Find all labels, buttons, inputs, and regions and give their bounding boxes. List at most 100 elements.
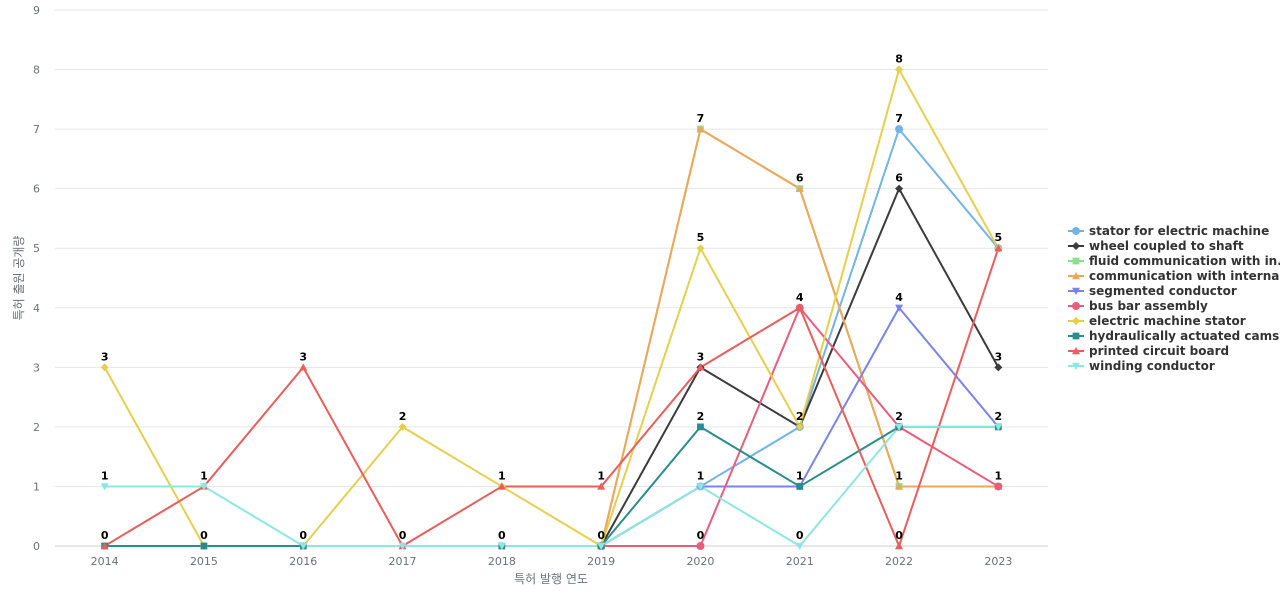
data-label: 1 [101, 469, 109, 482]
legend-label: printed circuit board [1089, 344, 1229, 358]
data-label: 1 [895, 469, 903, 482]
series-line [104, 425, 999, 547]
legend-label: stator for electric machine [1089, 224, 1269, 238]
data-point [895, 542, 904, 550]
data-point [100, 542, 109, 550]
data-label: 5 [995, 231, 1003, 244]
data-point [299, 363, 308, 371]
data-label: 3 [299, 350, 307, 363]
legend-label: communication with internal... [1089, 269, 1280, 283]
data-label: 8 [895, 53, 903, 66]
data-label: 6 [895, 172, 903, 185]
legend-marker [1072, 287, 1080, 295]
data-label: 0 [796, 529, 804, 542]
data-point [398, 422, 407, 431]
x-tick-label: 2023 [984, 555, 1012, 568]
data-label: 3 [995, 350, 1003, 363]
y-tick-label: 9 [33, 4, 40, 17]
data-point [795, 542, 804, 550]
legend-label: winding conductor [1089, 359, 1215, 373]
data-point [597, 482, 606, 490]
data-label: 5 [697, 231, 705, 244]
legend-marker [1072, 347, 1080, 355]
data-label: 0 [200, 529, 208, 542]
data-point [895, 482, 904, 490]
data-point [994, 244, 1003, 252]
data-point [497, 482, 506, 490]
data-label: 1 [796, 469, 804, 482]
legend-item: communication with internal... [1068, 269, 1280, 283]
legend-label: bus bar assembly [1089, 299, 1208, 313]
data-label: 3 [101, 350, 109, 363]
x-tick-label: 2022 [885, 555, 913, 568]
data-point [895, 65, 904, 74]
data-point [696, 363, 705, 371]
data-label: 1 [597, 469, 605, 482]
legend-marker [1072, 227, 1080, 235]
data-label: 1 [697, 469, 705, 482]
data-label: 0 [101, 529, 109, 542]
data-point [696, 542, 705, 550]
data-point [895, 423, 904, 431]
data-point [497, 542, 506, 550]
legend-marker [1072, 332, 1080, 340]
data-label: 1 [995, 469, 1003, 482]
y-tick-label: 4 [33, 302, 40, 315]
legend-item: printed circuit board [1068, 344, 1229, 358]
x-tick-label: 2014 [91, 555, 119, 568]
y-tick-label: 7 [33, 123, 40, 136]
data-point [398, 542, 407, 550]
legend-item: segmented conductor [1068, 284, 1237, 298]
data-point [696, 244, 705, 253]
y-tick-label: 6 [33, 183, 40, 196]
legend-marker [1072, 272, 1080, 280]
data-label: 6 [796, 172, 804, 185]
y-tick-label: 0 [33, 540, 40, 553]
legend-item: fluid communication with in... [1068, 254, 1280, 268]
x-tick-label: 2017 [389, 555, 417, 568]
data-label: 0 [299, 529, 307, 542]
series-markers [100, 65, 1003, 550]
data-point [597, 542, 606, 550]
legend-label: fluid communication with in... [1089, 254, 1280, 268]
data-point [994, 423, 1003, 431]
data-label: 2 [697, 410, 705, 423]
data-label: 1 [200, 469, 208, 482]
data-point [895, 304, 904, 312]
data-point [994, 482, 1003, 491]
legend-marker [1072, 362, 1080, 370]
data-label: 0 [597, 529, 605, 542]
data-point [696, 125, 705, 133]
legend-label: segmented conductor [1089, 284, 1237, 298]
y-tick-label: 1 [33, 480, 40, 493]
data-label: 2 [796, 410, 804, 423]
y-tick-label: 5 [33, 242, 40, 255]
x-tick-label: 2018 [488, 555, 516, 568]
data-point [994, 363, 1003, 372]
data-point [795, 184, 804, 192]
data-point [895, 125, 904, 134]
legend-item: bus bar assembly [1068, 299, 1208, 313]
grid-lines [55, 9, 1048, 547]
legend-label: electric machine stator [1089, 314, 1246, 328]
data-point [796, 483, 804, 490]
data-label: 4 [796, 291, 804, 304]
series-line [104, 247, 1000, 547]
data-label: 2 [399, 410, 407, 423]
data-point [100, 483, 109, 491]
data-label: 0 [697, 529, 705, 542]
data-point [100, 363, 109, 372]
data-point [696, 483, 705, 491]
data-label: 0 [498, 529, 506, 542]
legend-item: electric machine stator [1068, 314, 1246, 328]
data-point [895, 184, 904, 193]
data-label: 1 [498, 469, 506, 482]
data-label: 7 [697, 112, 705, 125]
data-label: 2 [895, 410, 903, 423]
x-tick-label: 2016 [289, 555, 317, 568]
data-point [299, 542, 308, 550]
legend-item: winding conductor [1068, 359, 1215, 373]
